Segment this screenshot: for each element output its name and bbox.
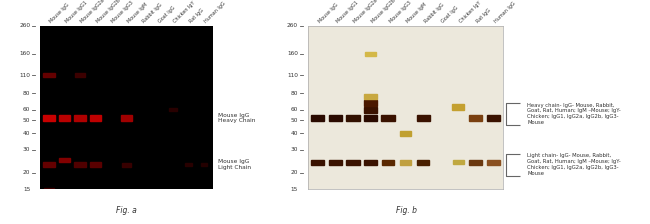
Text: Human IgG: Human IgG	[204, 1, 227, 24]
Bar	[74, 115, 86, 121]
Bar	[329, 115, 342, 121]
Bar	[44, 188, 54, 191]
Text: 160: 160	[287, 51, 298, 56]
Text: Mouse IgM: Mouse IgM	[406, 2, 428, 24]
Text: 260: 260	[287, 23, 298, 28]
Bar	[121, 115, 132, 121]
Text: Mouse IgG2b: Mouse IgG2b	[96, 0, 122, 24]
Text: Mouse IgG1: Mouse IgG1	[64, 0, 88, 24]
Bar	[400, 131, 411, 136]
Text: 50: 50	[291, 118, 298, 123]
Text: Goat IgG: Goat IgG	[157, 5, 176, 24]
Text: 80: 80	[291, 91, 298, 96]
Text: Fig. a: Fig. a	[116, 206, 137, 215]
Bar	[185, 163, 192, 166]
Text: Mouse IgG2b: Mouse IgG2b	[370, 0, 396, 24]
Text: 110: 110	[20, 73, 31, 78]
Bar	[365, 94, 376, 99]
Text: 110: 110	[287, 73, 298, 78]
Bar	[364, 159, 377, 165]
Text: Mouse IgG2a: Mouse IgG2a	[80, 0, 106, 24]
Bar	[169, 108, 177, 111]
Text: 40: 40	[291, 131, 298, 136]
Bar	[365, 52, 376, 56]
Bar	[122, 163, 131, 167]
Text: Rat IgG: Rat IgG	[476, 8, 492, 24]
Text: Heavy chain- IgG- Mouse, Rabbit,
Goat, Rat, Human; IgM –Mouse; IgY-
Chicken; IgG: Heavy chain- IgG- Mouse, Rabbit, Goat, R…	[527, 103, 621, 125]
Bar	[75, 73, 84, 77]
Text: Rat IgG: Rat IgG	[188, 8, 205, 24]
Text: 30: 30	[291, 147, 298, 152]
Text: 260: 260	[19, 23, 31, 28]
Bar	[469, 159, 482, 165]
Bar	[417, 115, 430, 121]
Text: Mouse IgG1: Mouse IgG1	[335, 0, 359, 24]
Bar	[90, 162, 101, 167]
Bar	[364, 100, 377, 106]
Text: 60: 60	[291, 107, 298, 112]
Bar	[452, 104, 464, 110]
Text: 50: 50	[23, 118, 31, 123]
Bar	[469, 115, 482, 121]
Text: Chicken IgY: Chicken IgY	[173, 0, 196, 24]
Text: 15: 15	[291, 187, 298, 192]
Bar	[201, 164, 207, 166]
Text: Mouse IgG
Heavy Chain: Mouse IgG Heavy Chain	[218, 113, 255, 123]
Bar	[417, 160, 430, 165]
Text: 15: 15	[23, 187, 31, 192]
Text: Mouse IgG3: Mouse IgG3	[388, 0, 412, 24]
Bar	[453, 160, 463, 164]
Bar	[311, 115, 324, 121]
Bar	[44, 162, 55, 167]
Bar	[58, 115, 70, 121]
Text: Goat IgG: Goat IgG	[441, 5, 460, 24]
Bar	[43, 115, 55, 121]
Bar	[382, 160, 395, 165]
Text: Fig. b: Fig. b	[396, 206, 417, 215]
Text: Rabbit IgG: Rabbit IgG	[423, 2, 445, 24]
Text: 30: 30	[23, 147, 31, 152]
Text: Rabbit IgG: Rabbit IgG	[142, 2, 164, 24]
Text: Mouse IgG: Mouse IgG	[49, 2, 71, 24]
Text: Mouse IgG: Mouse IgG	[318, 2, 339, 24]
Text: Light chain- IgG- Mouse, Rabbit,
Goat, Rat, Human; IgM –Mouse; IgY-
Chicken; IgG: Light chain- IgG- Mouse, Rabbit, Goat, R…	[527, 153, 621, 176]
Text: 40: 40	[23, 131, 31, 136]
Bar	[58, 157, 70, 162]
Text: 20: 20	[291, 170, 298, 175]
Bar	[400, 160, 411, 165]
Bar	[311, 159, 324, 165]
Text: 20: 20	[23, 170, 31, 175]
Text: 60: 60	[23, 107, 31, 112]
Text: 80: 80	[23, 91, 31, 96]
Text: Mouse IgM: Mouse IgM	[126, 2, 148, 24]
Bar	[44, 73, 55, 77]
Bar	[74, 162, 86, 167]
Text: Mouse IgG3: Mouse IgG3	[111, 0, 135, 24]
Text: Chicken IgY: Chicken IgY	[458, 0, 482, 24]
Bar	[346, 115, 359, 121]
Bar	[487, 160, 500, 165]
Bar	[90, 115, 101, 121]
Text: Mouse IgG2a: Mouse IgG2a	[353, 0, 379, 24]
Bar	[382, 115, 395, 121]
Text: Human IgG: Human IgG	[493, 1, 517, 24]
Bar	[346, 159, 359, 165]
Bar	[329, 159, 342, 165]
Bar	[364, 107, 377, 113]
Text: 160: 160	[20, 51, 31, 56]
Bar	[487, 115, 500, 121]
Text: Mouse IgG
Light Chain: Mouse IgG Light Chain	[218, 159, 251, 170]
Bar	[364, 115, 377, 121]
